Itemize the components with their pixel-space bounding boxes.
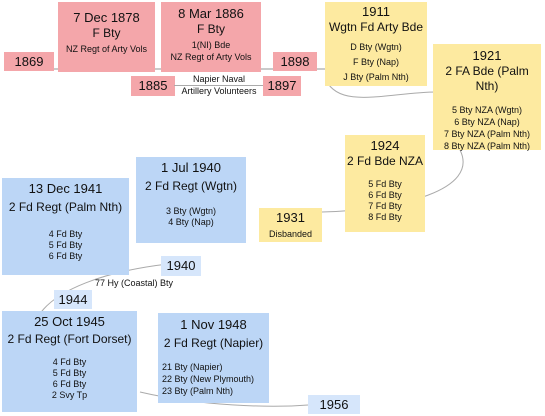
napier-naval-line2: Artillery Volunteers (174, 85, 264, 97)
unit-item: 3 Bty (Wgtn) (165, 206, 216, 216)
regt-1948-title: 2 Fd Regt (Napier) (163, 336, 264, 350)
napier-naval-label: Napier Naval Artillery Volunteers (174, 74, 264, 98)
year-1897-label: 1897 (267, 78, 297, 93)
fbty-1878-date: 7 Dec 1878 (73, 10, 140, 25)
regt-1948-units: 21 Bty (Napier) 22 Bty (New Plymouth) 23… (158, 361, 269, 397)
wgtn-1911-date: 1911 (362, 4, 390, 19)
year-1956-label: 1956 (319, 397, 349, 412)
regt-1948-box: 1 Nov 1948 2 Fd Regt (Napier) 21 Bty (Na… (158, 313, 269, 403)
unit-item: 7 Bty NZA (Palm Nth) (443, 129, 531, 139)
regt-1941-box: 13 Dec 1941 2 Fd Regt (Palm Nth) 4 Fd Bt… (2, 178, 129, 275)
fbty-1878-title: F Bty (92, 26, 121, 40)
year-1898-label: 1898 (280, 54, 310, 69)
year-1869-label: 1869 (14, 54, 44, 69)
fd-1924-date: 1924 (370, 138, 400, 153)
wgtn-1911-title: Wgtn Fd Arty Bde (328, 20, 424, 34)
fbty-1886-line1: 1(NI) Bde (191, 40, 231, 50)
fbty-1886-line2: NZ Regt of Arty Vols (170, 52, 252, 62)
unit-item: 7 Fd Bty (368, 201, 402, 211)
unit-item: 5 Fd Bty (52, 368, 87, 378)
year-1897-box: 1897 (263, 76, 301, 96)
year-1885-box: 1885 (131, 76, 175, 96)
unit-item: 6 Fd Bty (48, 251, 83, 261)
unit-item: 23 Bty (Palm Nth) (162, 386, 234, 396)
fa-1921-box: 1921 2 FA Bde (Palm Nth) 5 Bty NZA (Wgtn… (433, 44, 541, 152)
year-1944-box: 1944 (54, 290, 92, 309)
wgtn-1911-box: 1911 Wgtn Fd Arty Bde D Bty (Wgtn) F Bty… (325, 2, 427, 86)
regt-1948-date: 1 Nov 1948 (180, 317, 247, 332)
year-1944-label: 1944 (58, 292, 88, 307)
unit-item: 8 Bty NZA (Palm Nth) (443, 141, 531, 151)
regt-1945-box: 25 Oct 1945 2 Fd Regt (Fort Dorset) 4 Fd… (2, 311, 137, 412)
hy-coastal-bty-label: 77 Hy (Coastal) Bty (95, 278, 174, 288)
fd-1924-box: 1924 2 Fd Bde NZA 5 Fd Bty 6 Fd Bty 7 Fd… (345, 135, 425, 232)
fd-1924-title: 2 Fd Bde NZA (346, 154, 424, 168)
year-1885-label: 1885 (138, 78, 168, 93)
wgtn-1911-units: D Bty (Wgtn) F Bty (Nap) J Bty (Palm Nth… (325, 40, 427, 85)
regt-1941-title: 2 Fd Regt (Palm Nth) (8, 200, 123, 214)
regt-1941-units: 4 Fd Bty 5 Fd Bty 6 Fd Bty (2, 229, 129, 262)
unit-item: 8 Fd Bty (368, 212, 402, 222)
unit-item: 6 Fd Bty (368, 190, 402, 200)
year-1940-label: 1940 (166, 258, 196, 273)
year-1956-box: 1956 (308, 395, 360, 414)
regt-1940-date: 1 Jul 1940 (161, 160, 221, 175)
unit-item: D Bty (Wgtn) (350, 42, 402, 52)
unit-item: J Bty (Palm Nth) (343, 72, 409, 82)
fbty-1886-box: 8 Mar 1886 F Bty 1(NI) Bde NZ Regt of Ar… (161, 2, 261, 72)
regt-1945-units: 4 Fd Bty 5 Fd Bty 6 Fd Bty 2 Svy Tp (2, 357, 137, 401)
fa-1921-title: 2 FA Bde (Palm Nth) (445, 64, 529, 93)
fbty-1886-title: F Bty (196, 22, 225, 36)
napier-naval-line1: Napier Naval (192, 74, 246, 84)
unit-item: 6 Bty NZA (Nap) (454, 117, 520, 127)
fd-1924-units: 5 Fd Bty 6 Fd Bty 7 Fd Bty 8 Fd Bty (345, 179, 425, 223)
unit-item: 22 Bty (New Plymouth) (162, 374, 255, 384)
fa-1921-date: 1921 (472, 48, 502, 63)
fa-1921-units: 5 Bty NZA (Wgtn) 6 Bty NZA (Nap) 7 Bty N… (433, 104, 541, 152)
unit-item: 2 Svy Tp (51, 390, 88, 400)
unit-item: 21 Bty (Napier) (162, 362, 223, 372)
disbanded-1931-title: Disbanded (268, 229, 313, 239)
regt-1941-date: 13 Dec 1941 (28, 181, 103, 196)
fbty-1878-box: 7 Dec 1878 F Bty NZ Regt of Arty Vols (58, 2, 155, 72)
disbanded-1931-box: 1931 Disbanded (259, 208, 322, 242)
unit-item: 5 Fd Bty (368, 179, 402, 189)
regt-1945-title: 2 Fd Regt (Fort Dorset) (7, 332, 132, 346)
unit-item: 5 Bty NZA (Wgtn) (451, 105, 522, 115)
unit-item: 4 Fd Bty (52, 357, 87, 367)
disbanded-1931-date: 1931 (276, 210, 305, 225)
regt-1940-box: 1 Jul 1940 2 Fd Regt (Wgtn) 3 Bty (Wgtn)… (136, 157, 246, 243)
link-1911-1921 (325, 79, 438, 98)
year-1940-box: 1940 (161, 256, 201, 276)
year-1869-box: 1869 (4, 52, 54, 71)
regt-1945-date: 25 Oct 1945 (34, 314, 105, 329)
unit-item: F Bty (Nap) (352, 57, 399, 67)
unit-item: 4 Fd Bty (48, 229, 83, 239)
regt-1940-title: 2 Fd Regt (Wgtn) (144, 179, 238, 193)
year-1898-box: 1898 (273, 52, 317, 71)
unit-item: 6 Fd Bty (52, 379, 87, 389)
unit-item: 5 Fd Bty (48, 240, 83, 250)
fbty-1878-note: NZ Regt of Arty Vols (65, 44, 148, 54)
fbty-1886-date: 8 Mar 1886 (178, 6, 244, 21)
regt-1940-units: 3 Bty (Wgtn) 4 Bty (Nap) (136, 206, 246, 228)
unit-item: 4 Bty (Nap) (168, 217, 214, 227)
